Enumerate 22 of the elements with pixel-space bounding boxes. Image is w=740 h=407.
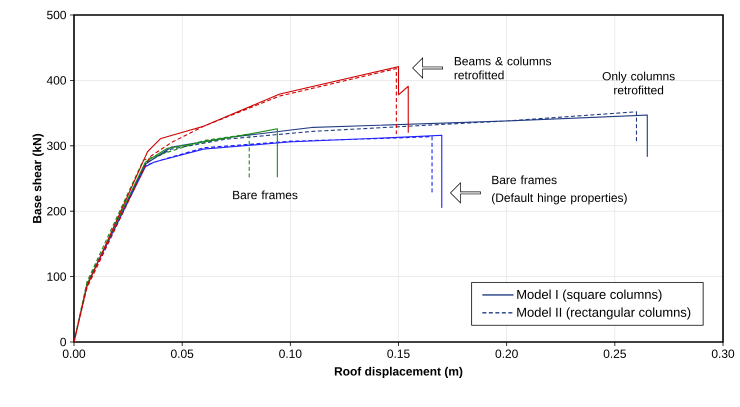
y-tick-label: 500 <box>47 10 66 20</box>
legend-label: Model I (square columns) <box>517 290 662 302</box>
annotation: Bare frames <box>492 175 557 184</box>
x-tick-label: 0.05 <box>171 350 194 358</box>
x-tick-label: 0.00 <box>62 350 86 358</box>
x-tick-label: 0.10 <box>279 350 302 358</box>
legend-label: Model II (rectangular columns) <box>517 307 690 320</box>
y-tick-label: 200 <box>47 206 66 216</box>
annotation: Bare frames <box>233 190 298 200</box>
x-tick-label: 0.20 <box>496 350 518 358</box>
x-tick-label: 0.15 <box>387 350 410 358</box>
annotation: Only columns retrofitted <box>602 72 675 94</box>
y-tick-label: 300 <box>46 142 66 150</box>
annotation: (Default hinge properties) <box>492 193 627 204</box>
x-tick-label: 0.30 <box>712 350 734 358</box>
y-tick-label: 0 <box>60 338 66 346</box>
y-tick-label: 400 <box>46 76 66 85</box>
x-axis-title: Roof displacement (m) <box>334 366 462 378</box>
x-tick-label: 0.25 <box>604 350 626 358</box>
annotation: Beams & columns retrofitted <box>454 56 552 80</box>
y-axis-title: Base shear (kN) <box>32 134 44 223</box>
y-tick-label: 100 <box>47 272 66 281</box>
